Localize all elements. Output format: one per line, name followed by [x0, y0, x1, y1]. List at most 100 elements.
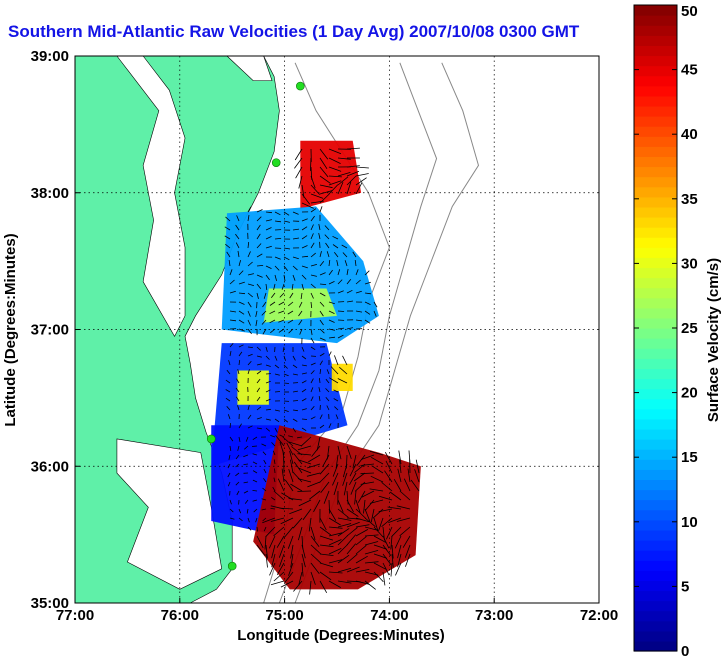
velocity-vector [310, 283, 316, 289]
velocity-vector [290, 483, 303, 492]
velocity-vector [252, 479, 258, 483]
velocity-vector [262, 328, 267, 335]
velocity-vector [325, 378, 330, 384]
velocity-vector [265, 265, 272, 269]
velocity-vector [323, 490, 330, 504]
velocity-vector [337, 544, 348, 555]
y-tick-label: 36:00 [31, 458, 69, 475]
velocity-vector [297, 490, 312, 492]
colorbar-band [634, 206, 677, 218]
velocity-vector [280, 580, 294, 588]
velocity-vector [337, 499, 344, 513]
velocity-vector [256, 224, 261, 231]
velocity-vector [337, 279, 343, 285]
velocity-vector [271, 553, 276, 568]
velocity-vector [247, 353, 253, 357]
velocity-vector [355, 177, 367, 186]
velocity-vector [328, 259, 331, 267]
velocity-vector [229, 269, 233, 276]
velocity-vector [278, 319, 285, 323]
y-tick-label: 35:00 [31, 595, 69, 612]
velocity-vector [298, 319, 303, 326]
velocity-vector [270, 517, 285, 522]
velocity-vector [297, 436, 303, 439]
x-tick-label: 76:00 [161, 607, 199, 624]
velocity-vector [265, 408, 271, 411]
velocity-vector [333, 251, 339, 258]
velocity-vector [310, 274, 317, 277]
radar-stations [206, 81, 305, 571]
velocity-vector [337, 378, 348, 384]
velocity-vector [263, 292, 267, 299]
velocity-vector [301, 274, 307, 280]
velocity-vector [292, 427, 297, 433]
velocity-vector [301, 193, 311, 205]
velocity-vector [394, 535, 402, 549]
velocity-vector [228, 360, 231, 366]
velocity-vector [247, 414, 252, 420]
velocity-vector [346, 445, 352, 460]
velocity-vector [273, 477, 276, 483]
velocity-vector [265, 227, 272, 231]
colorbar-band [634, 459, 677, 470]
velocity-vector [301, 553, 306, 568]
colorbar-band [634, 85, 677, 97]
velocity-vector [371, 456, 384, 465]
velocity-vector [255, 310, 258, 317]
velocity-vector [319, 337, 326, 341]
colorbar-band [634, 75, 677, 87]
velocity-vector [382, 553, 392, 566]
velocity-vector [319, 369, 322, 375]
velocity-vector [301, 202, 314, 209]
velocity-vector [288, 435, 294, 438]
colorbar-label: Surface Velocity (cm/s) [705, 258, 722, 422]
velocity-vector [256, 355, 262, 358]
velocity-vector [333, 389, 339, 393]
velocity-vector [278, 310, 285, 314]
velocity-vector [310, 526, 316, 541]
velocity-vector [328, 508, 337, 521]
velocity-vector [337, 535, 348, 546]
velocity-vector [229, 436, 234, 442]
velocity-vector [271, 544, 276, 559]
colorbar-band [634, 630, 677, 642]
velocity-vector [262, 451, 267, 456]
colorbar-band [634, 550, 677, 561]
velocity-vector [292, 256, 299, 260]
velocity-vector [235, 396, 240, 402]
colorbar-band [634, 186, 677, 198]
velocity-vector [355, 569, 370, 573]
velocity-vector [373, 544, 388, 550]
velocity-vector [278, 544, 285, 558]
velocity-vector [310, 233, 314, 240]
velocity-vector [301, 235, 308, 240]
velocity-vector [349, 472, 357, 485]
velocity-vector [310, 405, 315, 411]
x-tick-label: 74:00 [370, 607, 408, 624]
velocity-vector [319, 175, 331, 184]
velocity-vector [391, 526, 402, 537]
velocity-vector [319, 157, 328, 170]
velocity-vector [355, 580, 370, 585]
velocity-vector [310, 378, 314, 384]
velocity-vector [364, 292, 372, 295]
velocity-vector [308, 454, 321, 463]
velocity-vector [310, 362, 316, 366]
velocity-vector [283, 256, 290, 261]
velocity-vector [378, 517, 384, 531]
velocity-vector [292, 355, 296, 361]
colorbar-band [634, 227, 677, 238]
velocity-vector [390, 535, 393, 550]
colorbar-band [634, 418, 677, 430]
velocity-vector [319, 301, 325, 307]
velocity-vector [360, 463, 375, 466]
velocity-vector [301, 544, 306, 559]
velocity-vector [301, 427, 307, 432]
velocity-vector [319, 148, 329, 160]
velocity-field [211, 140, 421, 590]
velocity-vector [332, 235, 339, 240]
velocity-vector [337, 269, 341, 276]
velocity-vector [256, 216, 262, 222]
velocity-vector [283, 418, 289, 423]
velocity-vector [235, 387, 240, 393]
